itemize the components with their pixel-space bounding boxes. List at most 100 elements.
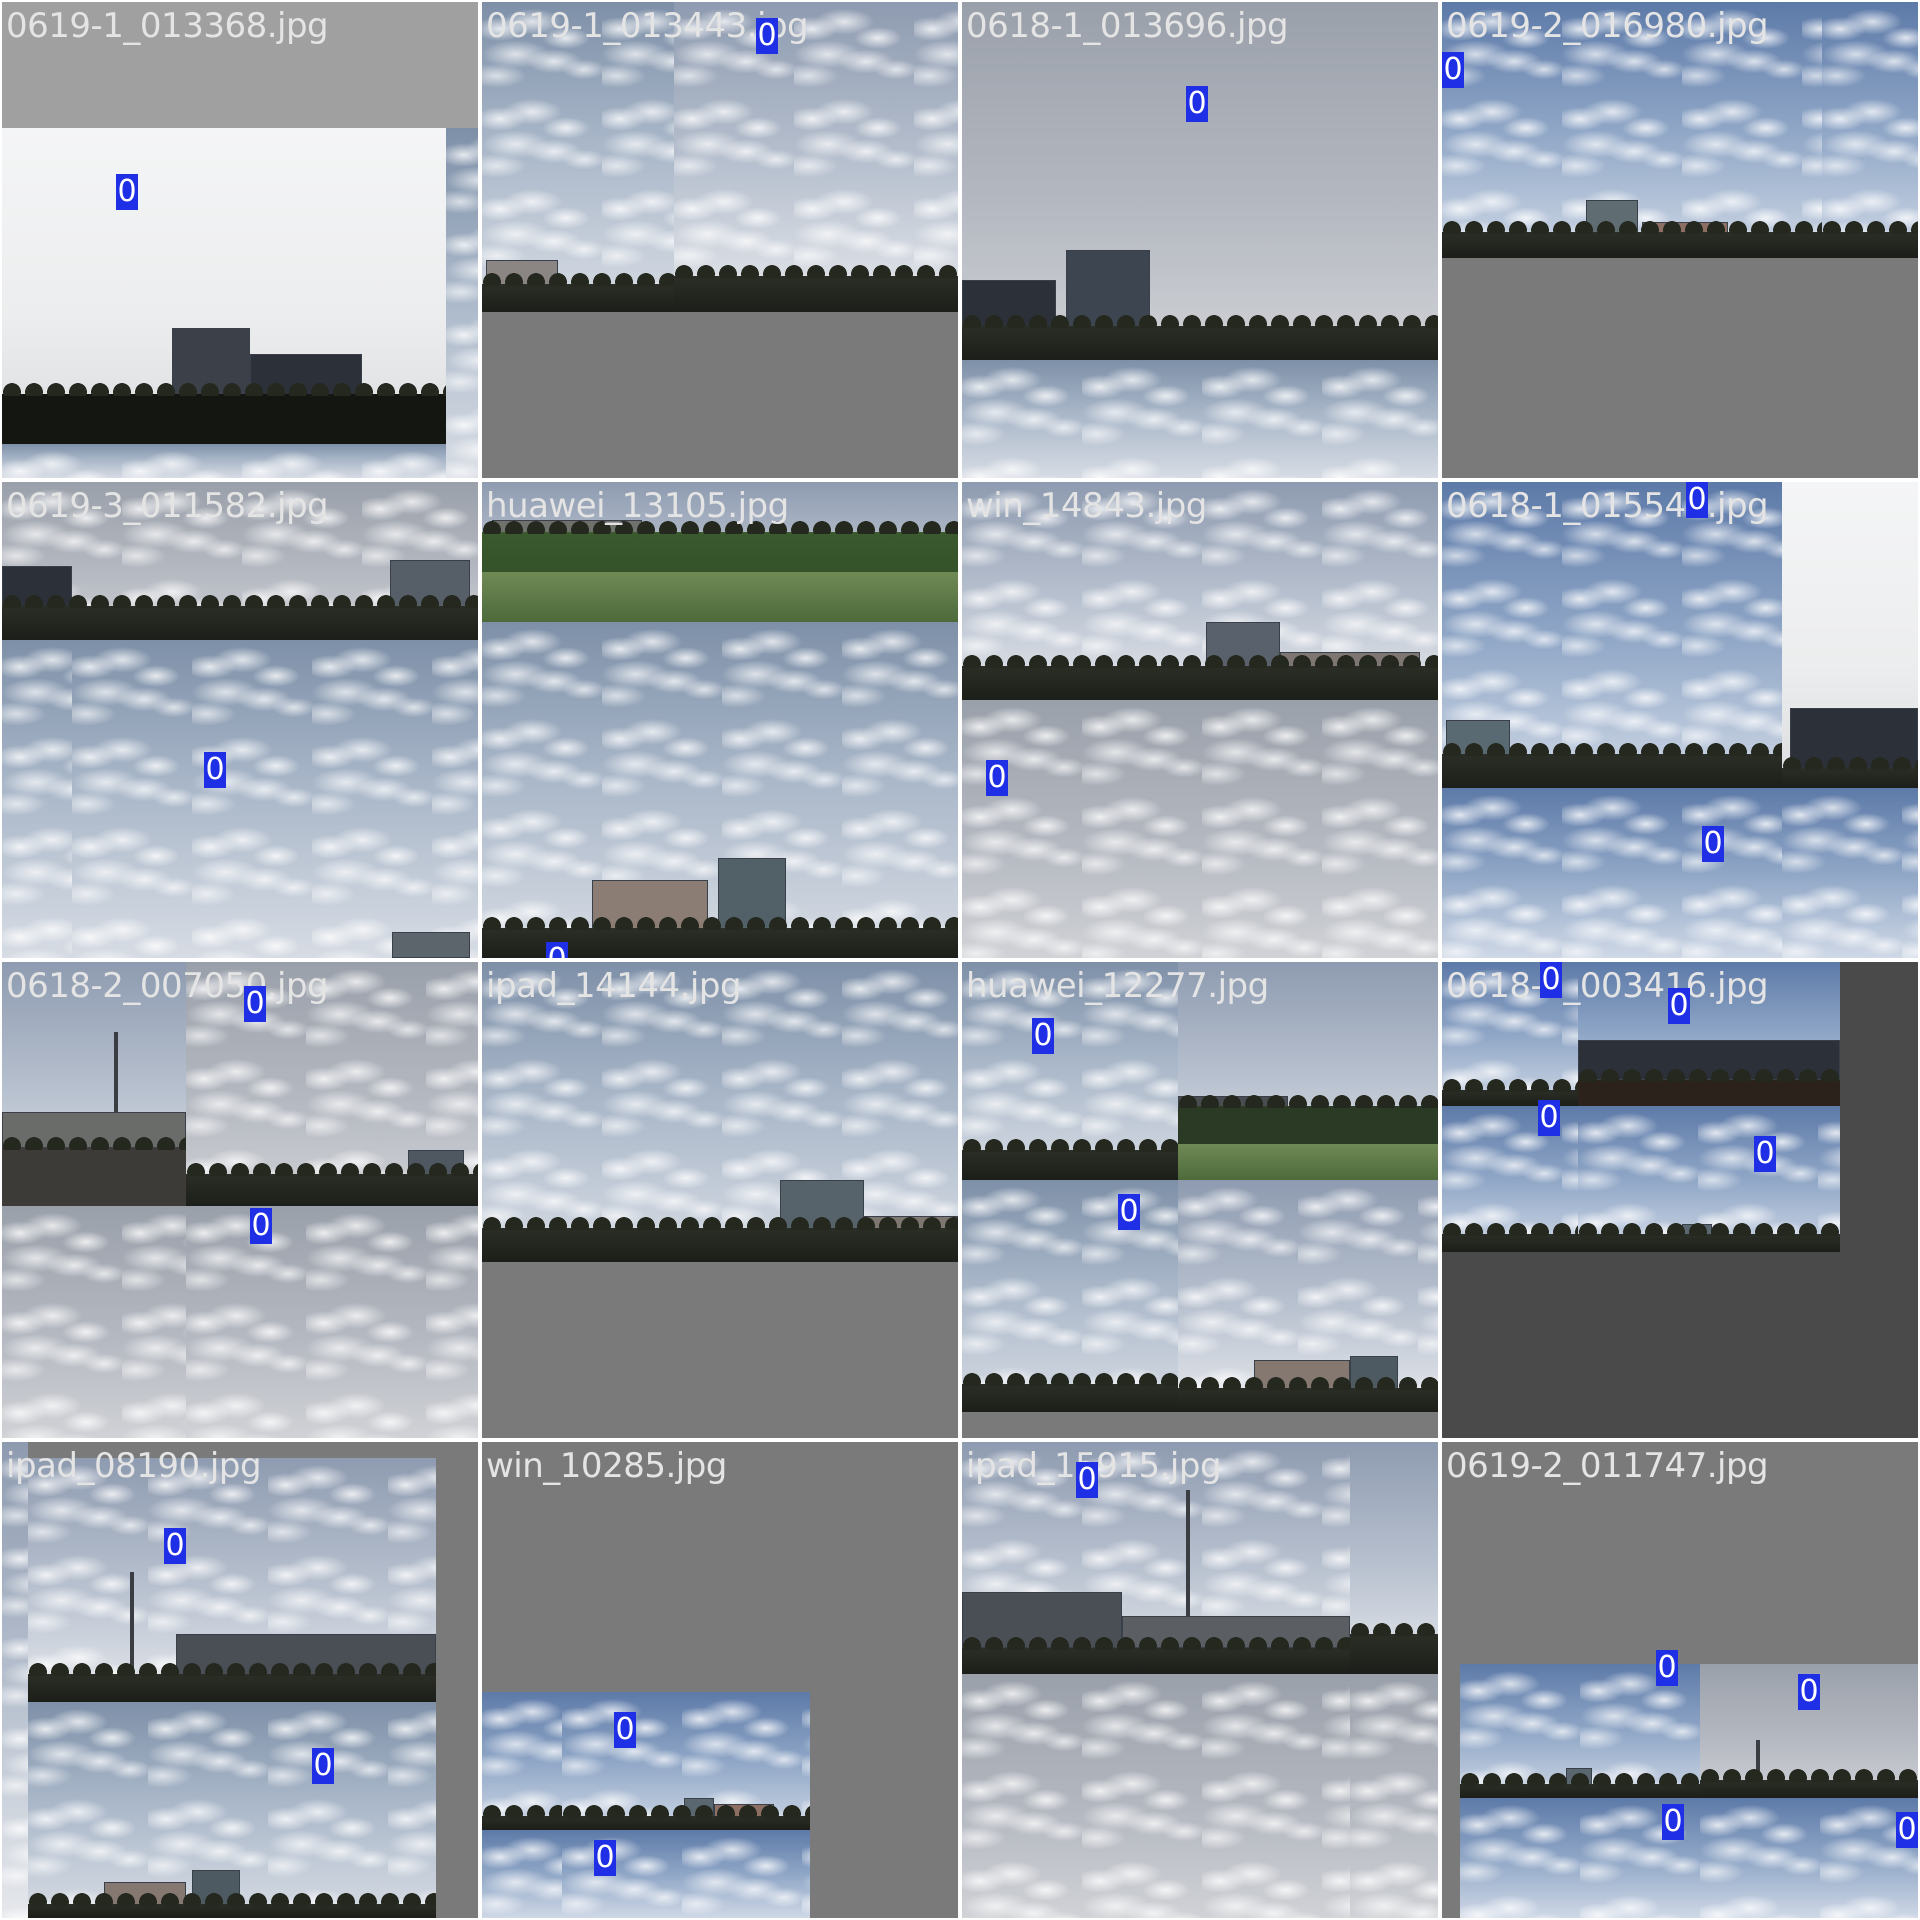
- image-patch: [674, 2, 958, 312]
- image-patch: [2, 962, 186, 1206]
- tree-line: [962, 1634, 1350, 1674]
- tree-line: [482, 270, 674, 312]
- tile-title: huawei_13105.jpg: [486, 486, 789, 526]
- class-label: 0: [1032, 1018, 1054, 1054]
- class-label: 0: [1656, 1650, 1678, 1686]
- class-label: 0: [1668, 988, 1690, 1024]
- sports-field: [482, 572, 958, 622]
- mosaic-tile: huawei_13105.jpg 0: [482, 482, 958, 958]
- image-patch: [446, 128, 478, 478]
- class-label: 0: [1896, 1812, 1918, 1848]
- class-label: 0: [116, 174, 138, 210]
- tree-line: [1178, 1374, 1438, 1412]
- image-patch: [1442, 1106, 1578, 1252]
- image-patch: [1178, 962, 1438, 1180]
- tree-line: [1442, 218, 1822, 258]
- class-label: 0: [164, 1528, 186, 1564]
- antenna-tower: [1186, 1490, 1190, 1620]
- tree-line: [962, 312, 1438, 360]
- image-patch: [2, 1206, 186, 1438]
- tree-line: [1442, 1220, 1578, 1252]
- class-label: 0: [1754, 1136, 1776, 1172]
- class-label: 0: [1540, 962, 1562, 998]
- image-patch: [1578, 962, 1840, 1106]
- image-patch: [962, 1674, 1350, 1918]
- class-label: 0: [250, 1208, 272, 1244]
- image-patch: [1442, 788, 1782, 958]
- mosaic-tile: ipad_08190.jpg 0 0: [2, 1442, 478, 1918]
- mosaic-tile: 0619-2_011747.jpg 0 0 0 0: [1442, 1442, 1918, 1918]
- padding-area: [962, 1412, 1438, 1438]
- image-patch: [482, 962, 958, 1262]
- tree-line: [1578, 1220, 1840, 1252]
- class-label: 0: [1686, 482, 1708, 518]
- tile-title: 0619-2_016980.jpg: [1446, 6, 1769, 46]
- image-patch: [2, 1442, 28, 1918]
- class-label: 0: [756, 18, 778, 54]
- mosaic-tile: ipad_14144.jpg: [482, 962, 958, 1438]
- mosaic-tile: ipad_15915.jpg 0: [962, 1442, 1438, 1918]
- tile-title: 0618-3_003416.jpg: [1446, 966, 1769, 1006]
- sports-field: [1178, 1144, 1438, 1180]
- class-label: 0: [204, 752, 226, 788]
- building: [392, 932, 470, 958]
- class-label: 0: [614, 1712, 636, 1748]
- tree-line: [186, 1160, 478, 1206]
- tree-line: [2, 592, 478, 640]
- image-patch: [962, 1180, 1178, 1412]
- tree-line: [1822, 218, 1918, 258]
- class-label: 0: [1076, 1462, 1098, 1498]
- tile-title: 0618-1_013696.jpg: [966, 6, 1289, 46]
- tile-title: 0619-2_011747.jpg: [1446, 1446, 1769, 1486]
- mosaic-tile: 0618-1_013696.jpg 0: [962, 2, 1438, 478]
- tree-line: [1578, 1066, 1840, 1106]
- tile-title: ipad_14144.jpg: [486, 966, 742, 1006]
- class-label: 0: [594, 1840, 616, 1876]
- image-patch: [1178, 1180, 1438, 1412]
- padding-area: [2, 2, 478, 128]
- image-patch: [2, 482, 478, 640]
- class-label: 0: [1118, 1194, 1140, 1230]
- mosaic-tile: 0618-2_007050.jpg 0 0: [2, 962, 478, 1438]
- image-patch: [1782, 788, 1918, 958]
- tree-line: [482, 1214, 958, 1262]
- padding-area: [482, 312, 958, 478]
- tree-line: [962, 1136, 1178, 1180]
- tree-line: [962, 652, 1438, 700]
- image-patch: [1442, 2, 1822, 258]
- mosaic-tile: 0618-3_003416.jpg 0 0 0 0: [1442, 962, 1918, 1438]
- image-patch: [962, 700, 1438, 958]
- image-patch: [962, 2, 1438, 360]
- image-patch: [1442, 482, 1782, 788]
- tree-line: [482, 1802, 562, 1830]
- image-patch: [962, 482, 1438, 700]
- image-patch: [1460, 1664, 1700, 1798]
- image-patch: [1700, 1798, 1918, 1918]
- tree-line: [2, 1134, 186, 1206]
- image-patch: [186, 962, 478, 1206]
- tree-line: [28, 1890, 436, 1918]
- class-label: 0: [1538, 1100, 1560, 1136]
- class-label: 0: [1702, 826, 1724, 862]
- tree-line: [562, 1802, 810, 1830]
- mosaic-tile: 0619-1_013443.jpg 0: [482, 2, 958, 478]
- image-patch: [962, 1442, 1350, 1674]
- mosaic-tile: win_10285.jpg 0 0: [482, 1442, 958, 1918]
- image-patch: [1350, 1674, 1438, 1918]
- image-patch: [482, 622, 958, 958]
- tile-title: ipad_08190.jpg: [6, 1446, 262, 1486]
- tree-line: [28, 1660, 436, 1702]
- tree-line: [1442, 740, 1782, 788]
- tree-line: [962, 1370, 1178, 1412]
- class-label: 0: [546, 942, 568, 958]
- tree-line: [1700, 1766, 1918, 1798]
- tile-title: 0618-1_015544.jpg: [1446, 486, 1769, 526]
- class-label: 0: [1186, 86, 1208, 122]
- image-patch: [2, 128, 446, 444]
- tree-line: [674, 262, 958, 312]
- padding-area: [482, 1262, 958, 1438]
- image-patch: [962, 360, 1438, 478]
- mosaic-tile: 0619-2_016980.jpg 0: [1442, 2, 1918, 478]
- image-patch: [1822, 2, 1918, 258]
